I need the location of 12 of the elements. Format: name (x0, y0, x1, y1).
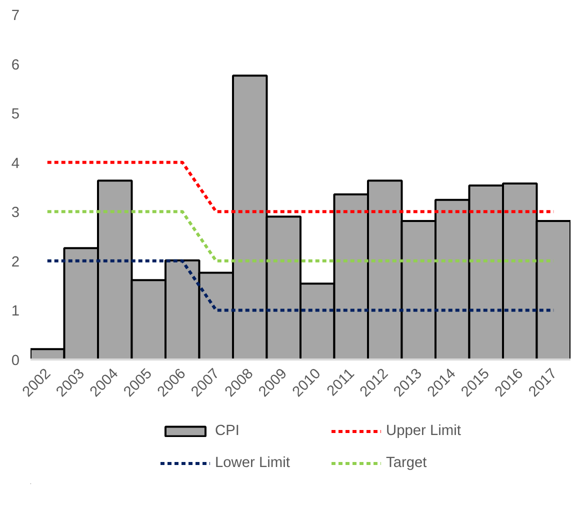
legend-label: Lower Limit (215, 455, 291, 471)
legend-label: CPI (215, 423, 240, 439)
legend-label: Upper Limit (386, 423, 462, 439)
y-tick-label: 2 (11, 254, 20, 270)
y-tick-label: 4 (11, 156, 20, 172)
y-tick-label: 5 (11, 106, 20, 123)
y-tick-label: 1 (11, 304, 20, 320)
y-tick-label: 3 (11, 205, 20, 222)
y-tick-label: 0 (11, 353, 20, 369)
legend-label: Target (386, 455, 428, 471)
y-tick-label: 6 (11, 57, 20, 74)
y-tick-label: 7 (11, 8, 20, 24)
